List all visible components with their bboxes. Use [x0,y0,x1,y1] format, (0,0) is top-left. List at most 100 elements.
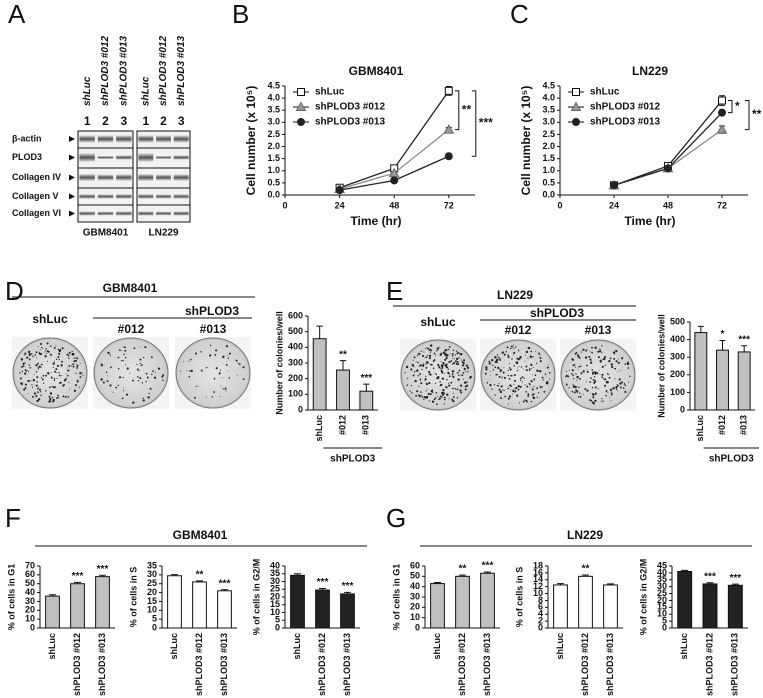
colony-dot [439,381,441,383]
colony-dot [591,351,593,354]
colony-dot [609,357,612,360]
colony-dot [426,388,428,390]
colony-dot [579,392,581,394]
charts: GBM8401 LN229 0.0 0.5 1.0 1.5 2.0 2.5 3.0 3.5 4.0 4… [6,64,761,696]
colony-dot [497,385,499,387]
colony-dot [428,350,430,352]
colony-dot [502,376,504,378]
colony-dot [420,350,422,353]
colony-dot [148,392,150,395]
bar [737,351,751,411]
colony-dot [50,376,53,379]
colony-dot [118,376,122,379]
colony-dot [519,355,522,359]
colony-dot [494,394,496,396]
arrow [69,193,75,200]
lane-number: 2 [160,114,167,128]
colony-dot [48,400,51,403]
point [664,164,672,173]
colony-dot [448,384,451,387]
colony-dot [586,370,589,373]
colony-dot [488,379,490,381]
colony-dot [29,366,32,369]
colony-dot [541,376,544,379]
colony-dot [406,384,409,387]
protein-label: PLOD3 [12,152,42,162]
colony-dot [61,347,64,350]
colony-dot [503,376,506,379]
colony-dot [500,385,502,387]
significance: ** [459,564,467,575]
colony-dot [416,369,419,372]
colony-dot [461,374,464,377]
colony-dot [509,389,511,391]
bar [217,590,232,629]
colony-dot [603,357,606,361]
colony-dot [611,365,614,369]
chart-title: GBM8401 [349,64,404,78]
colony-dot [440,368,442,370]
colony-dot [124,349,127,352]
colony-dot [237,362,240,364]
colony-dot [429,374,432,376]
colony-dot [506,346,509,349]
colony-dot [522,368,524,370]
colony-dot [503,353,506,356]
colony-dot [109,355,111,357]
significance: *** [738,334,750,345]
blot-band [173,174,189,181]
colony-dot [451,363,454,365]
colony-dot [539,360,542,363]
y-tick-label: 18 [533,560,543,570]
colony-dot [453,370,455,372]
colony-dot [571,358,574,361]
colony-dot [488,360,491,363]
colony-dot [613,368,615,370]
colony-dot [510,347,512,350]
x-tick-label: shLuc [47,633,57,660]
colony-dot [575,351,578,354]
colony-dot [49,397,52,401]
colony-dot [489,384,492,387]
colony-dot [594,399,597,403]
blot-band [79,135,95,143]
colony-dot [446,366,449,369]
colony-dot [419,380,421,382]
colony-dot [455,388,457,390]
colony-dot [228,377,231,379]
colony-dot [67,369,70,372]
colony-dot [55,377,57,379]
colony-dot [593,381,596,384]
colony-dot [572,374,574,376]
colony-dot [151,373,153,376]
colony-dot [606,381,609,384]
colony-dot [467,371,469,373]
significance: * [735,99,740,113]
lane-number: 1 [84,114,91,128]
colony-dot [548,364,550,366]
colony-dot [462,371,465,374]
colony-dot [421,368,423,371]
colony-dot [147,396,150,399]
colony-dot [619,382,622,385]
colony-dot [57,356,60,359]
point [610,181,618,190]
colony-dot [607,391,609,393]
colony-dot [575,373,577,375]
bar [45,595,60,629]
legend-marker [295,101,307,111]
colony-dot [53,346,56,349]
x-tick-label: shPLOD3 #012 [580,633,590,696]
colony-dot [418,394,420,397]
colony-dot [30,352,33,355]
colony-dot [517,367,519,369]
colony-dot [522,400,525,403]
colony-dot [499,359,502,361]
colony-dot [597,356,600,359]
colony-dot [49,386,51,389]
colony-dot [440,369,443,372]
colony-dot [139,370,141,372]
colony-dot [49,345,52,347]
colony-dot [139,377,142,380]
protein-label: Collagen V [12,191,59,201]
